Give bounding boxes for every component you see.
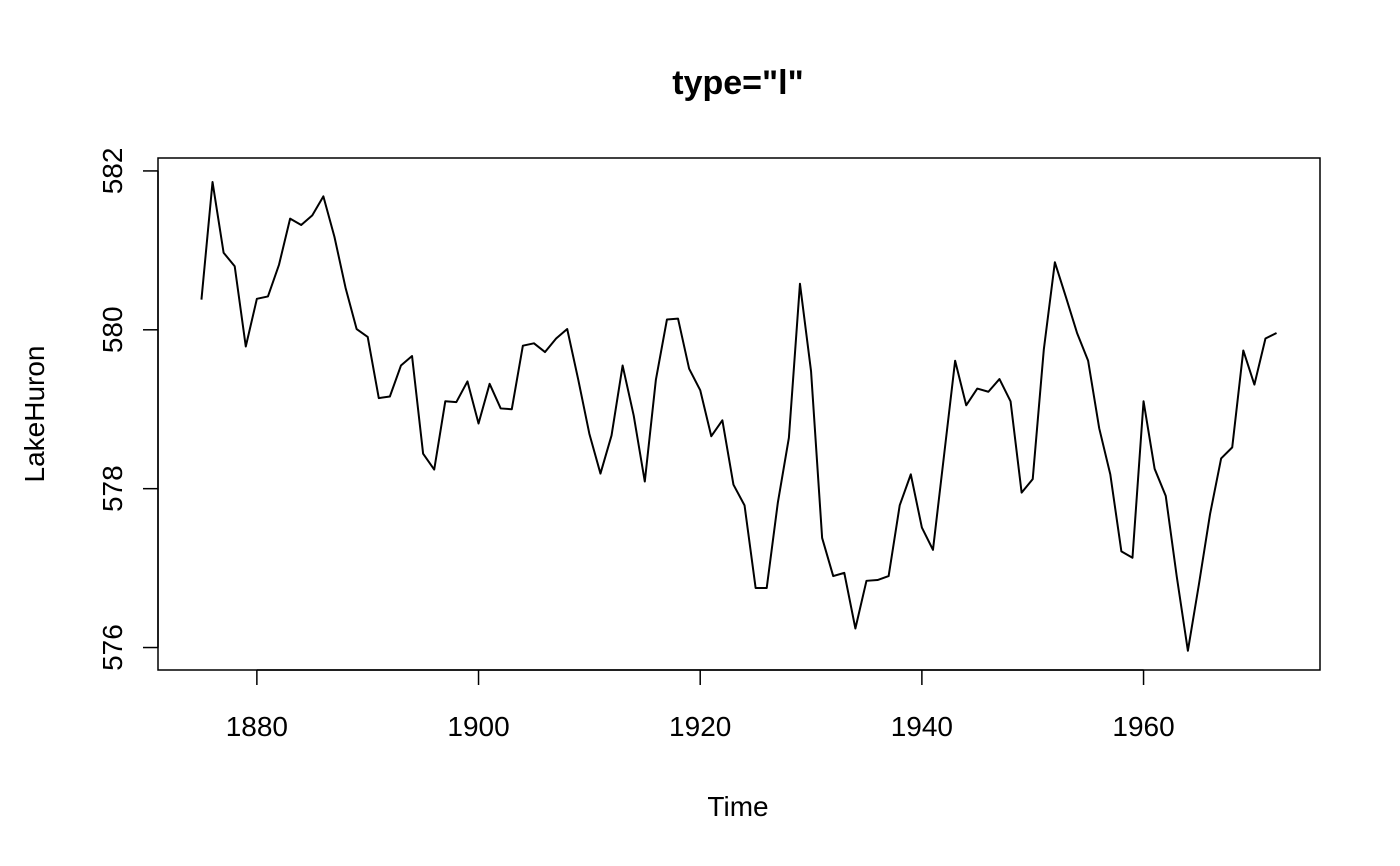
x-tick-label: 1920 <box>669 711 731 742</box>
y-tick-label: 578 <box>97 465 128 512</box>
x-axis: 1880 1900 1920 1940 1960 <box>226 669 1175 742</box>
y-tick-label: 582 <box>97 148 128 195</box>
y-axis-label: LakeHuron <box>19 346 50 483</box>
x-tick-label: 1960 <box>1112 711 1174 742</box>
y-axis: 576 578 580 582 <box>97 148 159 671</box>
x-tick-label: 1940 <box>891 711 953 742</box>
x-tick-label: 1880 <box>226 711 288 742</box>
x-axis-label: Time <box>707 791 768 822</box>
y-tick-label: 576 <box>97 624 128 671</box>
chart-title: type="l" <box>672 64 803 102</box>
data-series-line <box>200 181 1277 652</box>
y-tick-label: 580 <box>97 306 128 353</box>
x-tick-label: 1900 <box>447 711 509 742</box>
